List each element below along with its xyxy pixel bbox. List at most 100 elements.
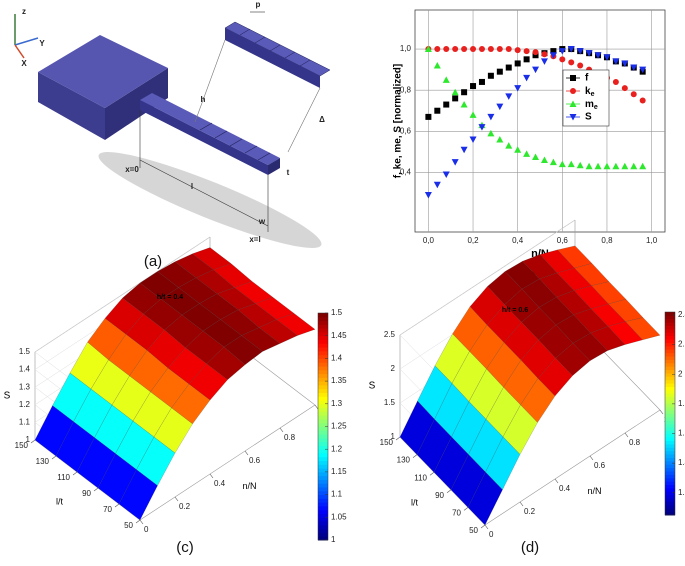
z-tick-label: 1.2 bbox=[19, 400, 31, 409]
marker bbox=[621, 60, 629, 67]
y-tick-label: 0,8 bbox=[400, 85, 412, 94]
marker bbox=[451, 88, 459, 96]
tick-mark bbox=[51, 455, 57, 460]
colorbar-cell bbox=[318, 475, 328, 480]
colorbar-cell bbox=[665, 423, 675, 428]
marker bbox=[478, 78, 485, 85]
colorbar-cell bbox=[665, 481, 675, 486]
y-axis bbox=[14, 37, 39, 46]
y-tick-label: 1,0 bbox=[400, 44, 412, 53]
marker bbox=[532, 52, 539, 59]
block-side bbox=[105, 68, 168, 140]
colorbar-tick-label: 1.35 bbox=[331, 376, 347, 385]
tick-mark bbox=[139, 519, 144, 525]
x-tick-label: 0.4 bbox=[559, 484, 571, 493]
y-tick-label: 130 bbox=[36, 457, 50, 466]
colorbar-cell bbox=[318, 377, 328, 382]
y-tick-label: 50 bbox=[469, 526, 478, 535]
marker bbox=[603, 162, 611, 170]
colorbar-cell bbox=[318, 456, 328, 462]
colorbar-cell bbox=[318, 502, 328, 507]
colorbar-cell bbox=[665, 383, 675, 387]
grid-line bbox=[34, 236, 211, 353]
colorbar-cell bbox=[665, 352, 675, 357]
surface-chart: 1 1.1 1.2 1.3 1.4 1.5 50 70 90 110 130 150 0 0.2 0.4 0.… bbox=[4, 236, 347, 556]
diagram-label: Y bbox=[39, 39, 45, 48]
colorbar-cell bbox=[318, 532, 328, 537]
colorbar-cell bbox=[665, 504, 675, 509]
colorbar-cell bbox=[318, 350, 328, 356]
shadow bbox=[98, 152, 322, 248]
z-tick-label: 1.4 bbox=[19, 365, 31, 374]
x-tick-label: 0.8 bbox=[629, 438, 641, 447]
colorbar-cell bbox=[318, 320, 328, 325]
marker bbox=[505, 46, 512, 53]
marker bbox=[452, 46, 459, 53]
tick-mark bbox=[135, 519, 141, 524]
colorbar-cell bbox=[665, 487, 675, 492]
y-tick-label: 0,6 bbox=[400, 126, 412, 135]
surface-patch bbox=[118, 469, 158, 521]
marker bbox=[452, 95, 459, 102]
colorbar-cell bbox=[318, 403, 328, 409]
colorbar-cell bbox=[665, 403, 675, 408]
colorbar-cell bbox=[665, 427, 675, 431]
marker bbox=[621, 85, 628, 92]
colorbar-cell bbox=[318, 418, 328, 424]
y-tick-label: 90 bbox=[435, 491, 444, 500]
colorbar-cell bbox=[665, 416, 675, 421]
marker bbox=[532, 153, 540, 160]
marker bbox=[487, 129, 495, 137]
legend-label: me bbox=[585, 99, 598, 111]
colorbar-cell bbox=[665, 430, 675, 435]
colorbar-cell bbox=[665, 498, 675, 502]
tick-mark bbox=[624, 432, 629, 438]
marker bbox=[541, 51, 548, 58]
marker bbox=[514, 146, 522, 153]
colorbar-tick-label: 1.4 bbox=[331, 354, 343, 363]
y-tick-label: 90 bbox=[82, 489, 91, 498]
beam-grooves bbox=[199, 122, 271, 161]
colorbar-cell bbox=[318, 509, 328, 515]
colorbar-cell bbox=[318, 517, 328, 522]
colorbar-tick-label: 1.8 bbox=[678, 399, 685, 408]
colorbar-cell bbox=[318, 422, 328, 427]
colorbar-cell bbox=[318, 434, 328, 439]
colorbar-tick-label: 1 bbox=[331, 535, 336, 544]
marker bbox=[478, 46, 485, 53]
colorbar-cell bbox=[665, 410, 675, 414]
marker bbox=[569, 100, 577, 107]
colorbar-cell bbox=[665, 511, 675, 516]
x-tick-label: 0.6 bbox=[594, 461, 606, 470]
marker bbox=[569, 114, 577, 121]
colorbar-cell bbox=[665, 460, 675, 465]
marker bbox=[470, 46, 477, 53]
colorbar-cell bbox=[318, 430, 328, 435]
marker bbox=[496, 46, 503, 53]
colorbar-cell bbox=[665, 386, 675, 391]
y-tick-label: 150 bbox=[15, 441, 29, 450]
y-tick-label: 110 bbox=[414, 473, 427, 482]
colorbar-cell bbox=[318, 441, 328, 446]
marker bbox=[433, 62, 441, 69]
colorbar-cell bbox=[665, 379, 675, 384]
marker bbox=[424, 45, 432, 53]
marker bbox=[576, 48, 584, 55]
colorbar-cell bbox=[665, 362, 675, 367]
colorbar-tick-label: 2.4 bbox=[678, 310, 685, 319]
x-axis-label: n/N bbox=[242, 481, 256, 491]
marker bbox=[496, 103, 504, 111]
z-axis-label: S bbox=[4, 391, 11, 402]
z-tick-label: 2 bbox=[391, 364, 396, 373]
marker bbox=[558, 160, 566, 168]
colorbar-cell bbox=[665, 454, 675, 458]
z-tick-label: 1.5 bbox=[384, 398, 396, 407]
marker bbox=[505, 142, 513, 149]
colorbar-cell bbox=[665, 494, 675, 499]
marker bbox=[540, 156, 548, 164]
marker bbox=[470, 83, 477, 90]
diagram-labels: z Y Xp h Δx=0 l t w x=l bbox=[21, 0, 325, 244]
colorbar-tick-label: 1.1 bbox=[331, 490, 343, 499]
marker bbox=[433, 181, 441, 189]
